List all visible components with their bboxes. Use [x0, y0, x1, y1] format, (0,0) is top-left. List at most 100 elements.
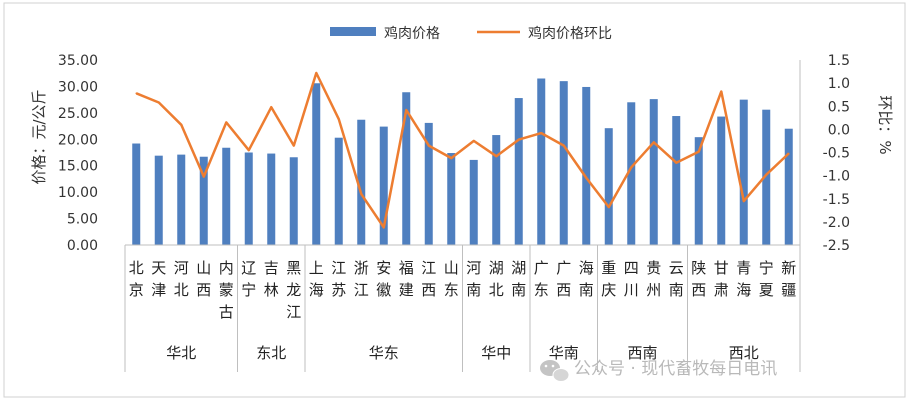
watermark: 公众号 · 现代畜牧每日电讯	[540, 359, 777, 382]
bar	[402, 92, 411, 245]
bar	[582, 86, 591, 245]
y-left-tick-label: 35.00	[58, 53, 98, 69]
bar	[649, 99, 658, 245]
legend-line-label: 鸡肉价格环比	[528, 25, 612, 42]
x-category-label: 青海	[736, 259, 751, 299]
x-category-label: 云南	[669, 259, 684, 299]
line-point	[675, 161, 678, 164]
legend: 鸡肉价格 鸡肉价格环比	[330, 25, 612, 42]
x-category-label: 重庆	[601, 259, 616, 299]
bar	[537, 78, 546, 245]
x-region-label: 华中	[481, 344, 511, 362]
bar	[514, 98, 523, 245]
bar	[312, 83, 321, 245]
x-region-label: 华东	[369, 344, 399, 362]
x-category-label: 吉林	[264, 259, 279, 299]
line-series	[135, 71, 790, 229]
y-axis-right: -2.5 -2.0 -1.5 -1.0 -0.5 0.0 0.5 1.0 1.5	[823, 53, 850, 254]
x-category-label: 新疆	[781, 259, 796, 299]
bar	[784, 128, 793, 245]
line-point	[315, 72, 318, 74]
line-point	[135, 92, 138, 95]
bar	[672, 116, 681, 246]
bar	[334, 137, 343, 245]
x-category-label: 贵州	[646, 259, 661, 299]
x-region-label: 华北	[166, 344, 196, 362]
line-point	[180, 123, 183, 126]
line-point	[247, 149, 250, 151]
line-point	[225, 121, 228, 124]
y-left-tick-label: 10.00	[58, 185, 98, 201]
bar	[267, 153, 276, 245]
line-point	[337, 118, 340, 120]
bar	[627, 102, 636, 246]
y-right-tick-label: -1.0	[823, 169, 850, 185]
bar	[739, 99, 748, 246]
y-right-tick-label: 1.5	[828, 53, 850, 69]
line-point	[652, 141, 655, 144]
line-point	[405, 109, 408, 111]
y-right-tick-label: -2.0	[823, 215, 850, 231]
x-category-label: 辽宁	[241, 259, 256, 299]
bar	[762, 109, 771, 245]
bar	[222, 147, 231, 245]
x-region-label: 东北	[256, 344, 286, 362]
y-axis-left-title: 价格：元/公斤	[30, 89, 48, 184]
line-point	[292, 144, 295, 147]
y-right-tick-label: 0.5	[828, 99, 850, 115]
bar	[379, 126, 388, 245]
bar	[424, 122, 433, 245]
x-category-label: 广东	[534, 259, 549, 299]
x-category-label: 湖南	[511, 259, 526, 299]
y-left-tick-label: 25.00	[58, 106, 98, 122]
bar	[469, 159, 478, 245]
line-point	[270, 106, 273, 108]
bar	[559, 81, 568, 246]
bar	[177, 154, 186, 245]
y-axis-left: 0.00 5.00 10.00 15.00 20.00 25.00 30.00 35.00	[58, 53, 98, 254]
line-point	[427, 144, 430, 147]
line-point	[540, 132, 543, 134]
x-category-label: 陕西	[691, 259, 706, 299]
line-path	[135, 71, 790, 229]
line-point	[787, 152, 790, 155]
bar	[289, 157, 298, 245]
line-point	[517, 138, 520, 141]
y-right-tick-label: 1.0	[828, 76, 850, 92]
bar	[132, 143, 141, 245]
x-category-label: 江苏	[331, 259, 346, 299]
y-right-tick-label: 0.0	[828, 122, 850, 138]
x-category-label: 内蒙古	[219, 259, 234, 321]
line-point	[382, 226, 385, 229]
line-point	[562, 144, 565, 147]
y-left-tick-label: 0.00	[67, 238, 98, 254]
x-category-label: 山东	[444, 259, 459, 299]
bar-series	[132, 78, 793, 246]
line-point	[765, 173, 768, 176]
x-region-label: 西南	[627, 344, 657, 362]
x-category-label: 四川	[624, 259, 639, 299]
line-point	[630, 166, 633, 169]
x-region-label: 华南	[549, 344, 579, 362]
line-point	[697, 150, 700, 153]
x-category-label: 河南	[466, 259, 481, 299]
x-axis-regions: 华北 东北 华东 华中 华南 西南 西北	[166, 245, 759, 372]
bar	[604, 128, 613, 245]
x-category-label: 江西	[421, 259, 436, 299]
line-point	[472, 140, 475, 142]
bar	[357, 119, 366, 245]
x-category-label: 湖北	[489, 259, 504, 299]
line-point	[742, 200, 745, 202]
x-category-label: 安徽	[376, 259, 391, 299]
x-category-label: 河北	[174, 259, 189, 299]
bar	[492, 135, 501, 245]
x-category-label: 山西	[196, 259, 211, 299]
y-right-tick-label: -1.5	[823, 192, 850, 208]
legend-bar-swatch	[330, 27, 376, 36]
line-point	[157, 101, 160, 104]
x-axis-categories: 北京天津河北山西内蒙古辽宁吉林黑龙江上海江苏浙江安徽福建江西山东河南湖北湖南广东…	[129, 259, 797, 321]
wechat-icon	[540, 360, 570, 382]
line-point	[720, 90, 723, 93]
